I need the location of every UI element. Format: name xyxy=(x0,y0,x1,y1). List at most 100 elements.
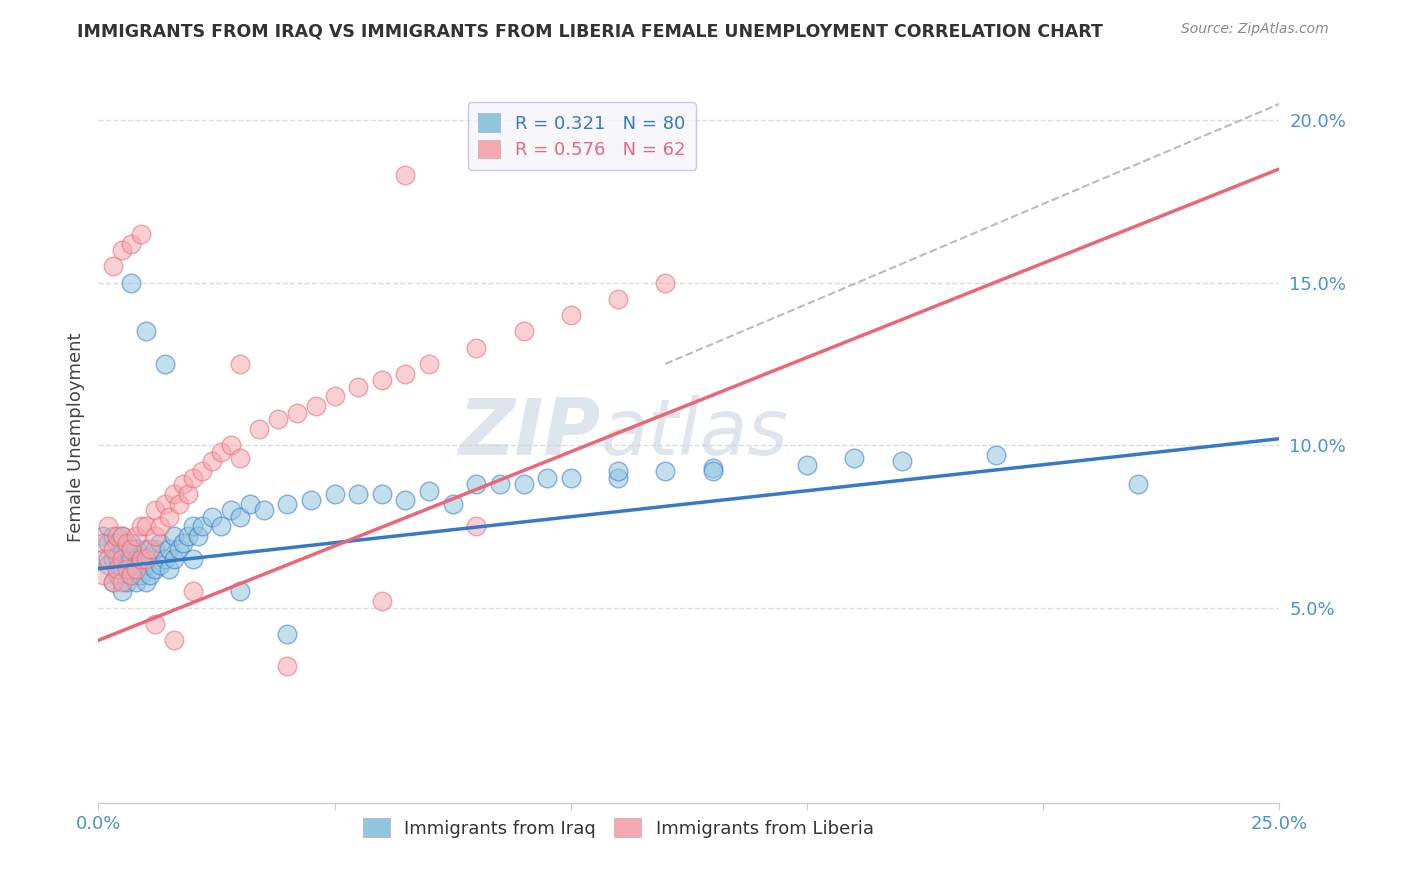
Point xyxy=(607,471,630,485)
Point xyxy=(702,464,724,478)
Point xyxy=(394,493,416,508)
Point xyxy=(135,542,157,557)
Text: ZIP: ZIP xyxy=(458,395,600,472)
Point xyxy=(489,477,512,491)
Point xyxy=(105,529,128,543)
Point xyxy=(129,227,152,241)
Point xyxy=(219,503,242,517)
Point xyxy=(143,562,166,576)
Point xyxy=(181,552,204,566)
Point xyxy=(125,574,148,589)
Point xyxy=(276,626,298,640)
Point xyxy=(181,584,204,599)
Point xyxy=(181,519,204,533)
Point xyxy=(191,519,214,533)
Point xyxy=(115,535,138,549)
Point xyxy=(121,542,143,557)
Point xyxy=(418,357,440,371)
Point xyxy=(111,584,134,599)
Point xyxy=(371,487,394,501)
Point xyxy=(111,562,134,576)
Point xyxy=(201,454,224,468)
Point xyxy=(115,542,138,557)
Point xyxy=(139,568,162,582)
Point xyxy=(135,558,157,573)
Point xyxy=(105,535,128,549)
Point xyxy=(347,487,370,501)
Point xyxy=(101,574,124,589)
Point xyxy=(163,529,186,543)
Point xyxy=(418,483,440,498)
Point xyxy=(111,552,134,566)
Point xyxy=(209,444,232,458)
Point xyxy=(101,260,124,274)
Point xyxy=(121,236,143,251)
Point xyxy=(91,529,114,543)
Point xyxy=(125,562,148,576)
Point xyxy=(143,617,166,632)
Point xyxy=(191,464,214,478)
Point xyxy=(153,552,176,566)
Point xyxy=(239,497,262,511)
Point xyxy=(441,497,464,511)
Point xyxy=(654,464,676,478)
Point xyxy=(607,292,630,306)
Point xyxy=(276,497,298,511)
Point xyxy=(371,594,394,608)
Point xyxy=(121,535,143,549)
Point xyxy=(560,308,582,322)
Point xyxy=(139,542,162,557)
Point xyxy=(121,568,143,582)
Point xyxy=(276,659,298,673)
Point xyxy=(607,464,630,478)
Point xyxy=(111,545,134,559)
Point xyxy=(129,552,152,566)
Point xyxy=(890,454,912,468)
Point xyxy=(115,558,138,573)
Legend: Immigrants from Iraq, Immigrants from Liberia: Immigrants from Iraq, Immigrants from Li… xyxy=(356,811,880,845)
Point xyxy=(125,529,148,543)
Point xyxy=(219,438,242,452)
Point xyxy=(167,497,190,511)
Point xyxy=(149,519,172,533)
Point xyxy=(157,562,180,576)
Point xyxy=(796,458,818,472)
Point xyxy=(101,552,124,566)
Y-axis label: Female Unemployment: Female Unemployment xyxy=(66,333,84,541)
Point xyxy=(844,451,866,466)
Point xyxy=(654,276,676,290)
Point xyxy=(201,509,224,524)
Point xyxy=(135,325,157,339)
Point xyxy=(465,341,488,355)
Point xyxy=(143,542,166,557)
Point xyxy=(111,574,134,589)
Point xyxy=(101,542,124,557)
Point xyxy=(125,542,148,557)
Point xyxy=(167,542,190,557)
Point xyxy=(323,389,346,403)
Point xyxy=(984,448,1007,462)
Point xyxy=(163,552,186,566)
Point xyxy=(121,568,143,582)
Point xyxy=(187,529,209,543)
Point xyxy=(163,633,186,648)
Text: IMMIGRANTS FROM IRAQ VS IMMIGRANTS FROM LIBERIA FEMALE UNEMPLOYMENT CORRELATION : IMMIGRANTS FROM IRAQ VS IMMIGRANTS FROM … xyxy=(77,22,1104,40)
Point xyxy=(91,535,114,549)
Point xyxy=(347,380,370,394)
Point xyxy=(229,357,252,371)
Point xyxy=(181,471,204,485)
Point xyxy=(129,552,152,566)
Point xyxy=(135,574,157,589)
Point xyxy=(97,535,120,549)
Point xyxy=(163,487,186,501)
Point xyxy=(512,325,534,339)
Point xyxy=(91,552,114,566)
Point xyxy=(702,461,724,475)
Point xyxy=(121,552,143,566)
Point xyxy=(209,519,232,533)
Point xyxy=(157,509,180,524)
Point xyxy=(153,357,176,371)
Point xyxy=(97,552,120,566)
Point xyxy=(323,487,346,501)
Point xyxy=(111,529,134,543)
